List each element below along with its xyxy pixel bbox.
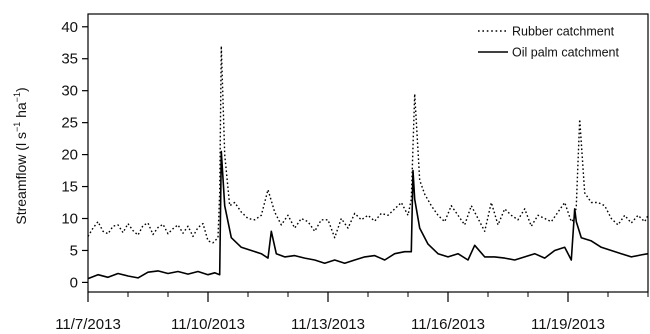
series-line-oil-palm	[87, 150, 649, 280]
y-tick-label: 25	[61, 115, 78, 132]
series-layer	[87, 45, 649, 280]
y-tick-label: 35	[61, 51, 78, 68]
series-line-rubber	[87, 45, 649, 244]
y-tick-label: 0	[70, 274, 78, 291]
y-tick-label: 5	[70, 242, 78, 259]
x-tick-label: 11/13/2013	[291, 316, 365, 333]
x-tick-label: 11/16/2013	[411, 316, 485, 333]
legend: Rubber catchment Oil palm catchment	[478, 25, 620, 60]
legend-label: Oil palm catchment	[512, 46, 620, 60]
x-tick-label: 11/7/2013	[55, 316, 121, 333]
x-tick-label: 11/10/2013	[171, 316, 245, 333]
y-tick-label: 10	[61, 211, 78, 228]
y-tick-label: 15	[61, 179, 78, 196]
x-tick-label: 11/19/2013	[531, 316, 605, 333]
y-axis: 0 5 10 15 20 25 30 35 40	[61, 19, 88, 291]
y-tick-label: 30	[61, 83, 78, 100]
x-axis: 11/7/2013 11/10/2013 11/13/2013 11/16/2013 1…	[55, 292, 649, 333]
y-tick-label: 40	[61, 19, 78, 36]
legend-label: Rubber catchment	[512, 25, 615, 39]
y-axis-title: Streamflow (l s−1 ha−1)	[12, 87, 29, 224]
y-tick-label: 20	[61, 147, 78, 164]
